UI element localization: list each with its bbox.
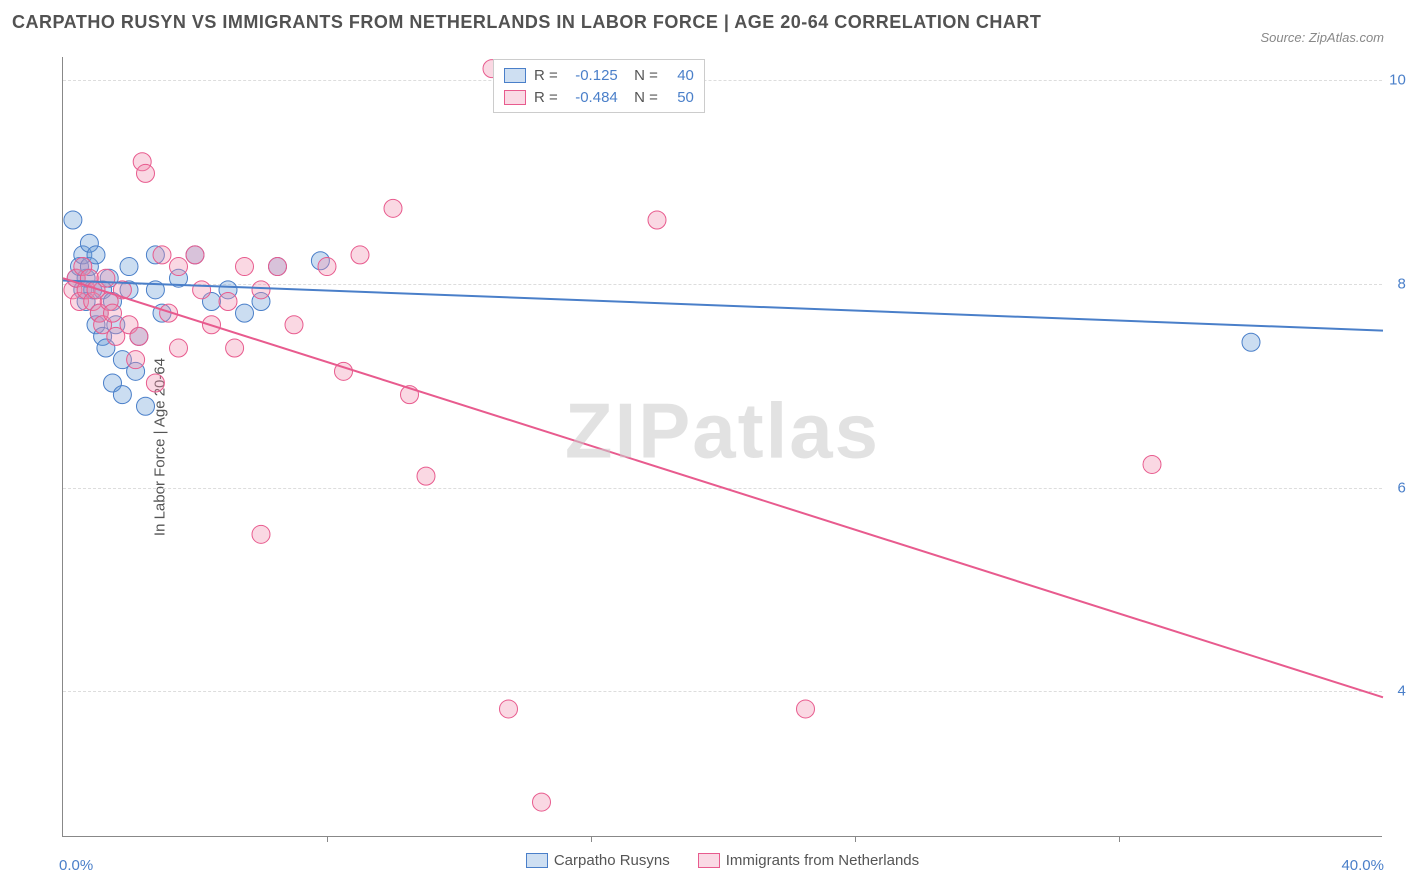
y-tick-label: 82.5% bbox=[1386, 276, 1406, 293]
legend-r-value: -0.484 bbox=[566, 89, 618, 106]
data-point bbox=[417, 467, 435, 485]
data-point bbox=[219, 292, 237, 310]
data-point bbox=[186, 246, 204, 264]
legend-n-label: N = bbox=[626, 89, 658, 106]
legend-r-value: -0.125 bbox=[566, 67, 618, 84]
data-point bbox=[533, 793, 551, 811]
data-point bbox=[351, 246, 369, 264]
legend-row: R = -0.484 N = 50 bbox=[504, 86, 694, 108]
legend-item: Immigrants from Netherlands bbox=[698, 852, 919, 869]
x-tick bbox=[591, 836, 592, 842]
data-point bbox=[146, 374, 164, 392]
legend-row: R = -0.125 N = 40 bbox=[504, 64, 694, 86]
legend-swatch bbox=[504, 68, 526, 83]
data-point bbox=[130, 327, 148, 345]
y-tick-label: 100.0% bbox=[1386, 72, 1406, 89]
data-point bbox=[64, 211, 82, 229]
legend-n-value: 50 bbox=[666, 89, 694, 106]
data-point bbox=[170, 258, 188, 276]
data-point bbox=[648, 211, 666, 229]
chart-title: CARPATHO RUSYN VS IMMIGRANTS FROM NETHER… bbox=[12, 12, 1394, 33]
regression-line bbox=[63, 278, 1383, 697]
chart-container: CARPATHO RUSYN VS IMMIGRANTS FROM NETHER… bbox=[12, 12, 1394, 880]
data-point bbox=[384, 199, 402, 217]
legend-n-value: 40 bbox=[666, 67, 694, 84]
data-point bbox=[127, 351, 145, 369]
data-point bbox=[193, 281, 211, 299]
data-point bbox=[113, 386, 131, 404]
legend-n-label: N = bbox=[626, 67, 658, 84]
data-point bbox=[285, 316, 303, 334]
data-point bbox=[104, 304, 122, 322]
x-tick bbox=[327, 836, 328, 842]
y-tick-label: 65.0% bbox=[1386, 479, 1406, 496]
data-point bbox=[1143, 455, 1161, 473]
data-point bbox=[797, 700, 815, 718]
legend-label: Immigrants from Netherlands bbox=[726, 852, 919, 869]
x-tick bbox=[1119, 836, 1120, 842]
x-tick bbox=[855, 836, 856, 842]
legend-label: Carpatho Rusyns bbox=[554, 852, 670, 869]
data-point bbox=[170, 339, 188, 357]
legend-swatch bbox=[526, 853, 548, 868]
legend-item: Carpatho Rusyns bbox=[526, 852, 670, 869]
data-point bbox=[252, 281, 270, 299]
data-point bbox=[318, 258, 336, 276]
data-point bbox=[252, 525, 270, 543]
plot-area: In Labor Force | Age 20-64 47.5%65.0%82.… bbox=[62, 57, 1382, 837]
data-point bbox=[226, 339, 244, 357]
data-point bbox=[137, 164, 155, 182]
legend-bottom: Carpatho Rusyns Immigrants from Netherlan… bbox=[63, 852, 1382, 872]
legend-r-label: R = bbox=[534, 67, 558, 84]
data-point bbox=[500, 700, 518, 718]
legend-swatch bbox=[698, 853, 720, 868]
data-point bbox=[137, 397, 155, 415]
plot-svg bbox=[63, 57, 1382, 836]
data-point bbox=[120, 258, 138, 276]
y-tick-label: 47.5% bbox=[1386, 683, 1406, 700]
data-point bbox=[153, 246, 171, 264]
legend-swatch bbox=[504, 90, 526, 105]
data-point bbox=[236, 258, 254, 276]
legend-r-n: R = -0.125 N = 40R = -0.484 N = 50 bbox=[493, 59, 705, 113]
data-point bbox=[269, 258, 287, 276]
data-point bbox=[236, 304, 254, 322]
data-point bbox=[1242, 333, 1260, 351]
data-point bbox=[97, 269, 115, 287]
legend-r-label: R = bbox=[534, 89, 558, 106]
source-label: Source: ZipAtlas.com bbox=[1260, 30, 1384, 45]
